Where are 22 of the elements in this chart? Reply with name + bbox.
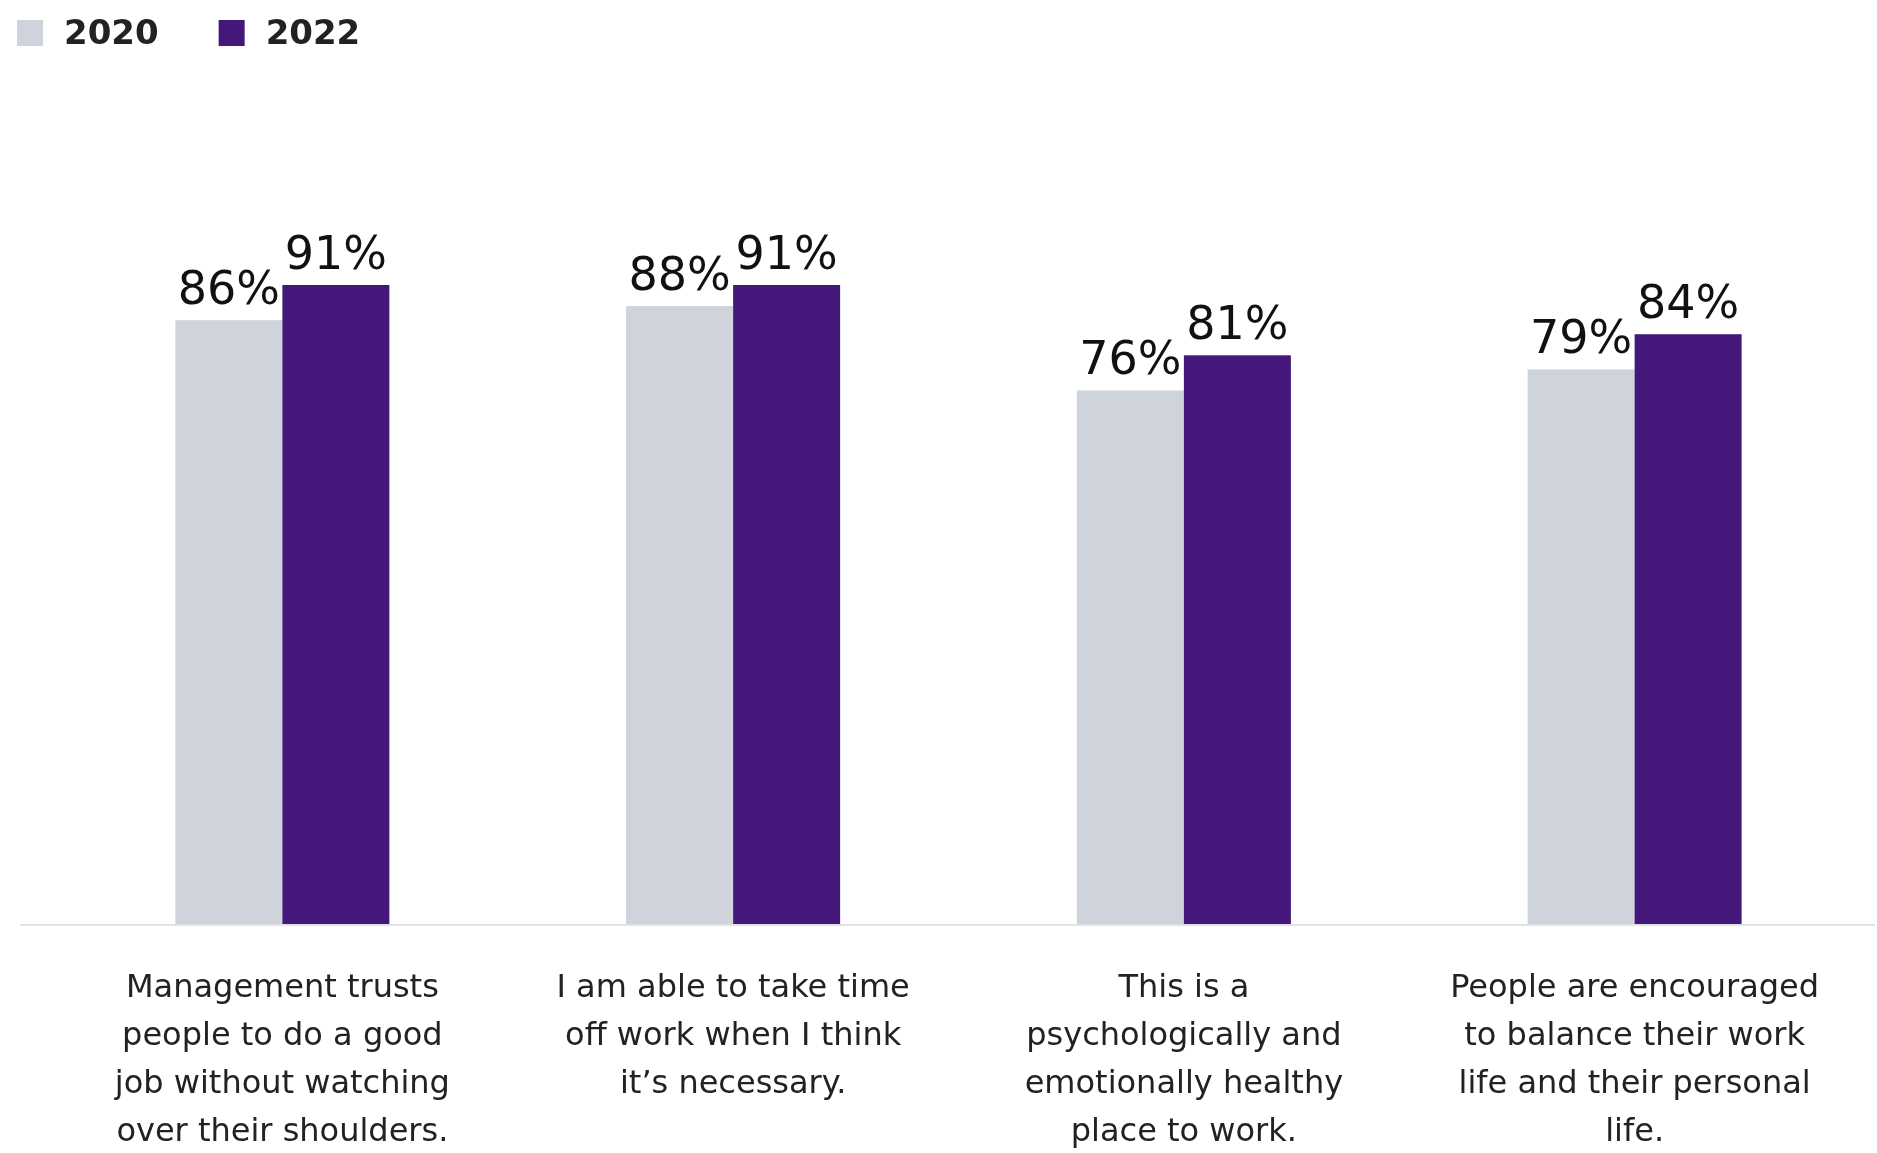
x-tick-label: People are encouraged to balance their work life and their personal life.: [1450, 967, 1820, 1149]
x-tick-label: I am able to take time off work when I think it’s necessary.: [556, 967, 910, 1101]
x-tick-label: This is a psychologically and emotionally healthy place to work.: [1024, 967, 1344, 1149]
bar: [1634, 334, 1742, 925]
legend-label: 2022: [265, 12, 361, 52]
bar: [282, 285, 390, 925]
bar: [626, 306, 734, 925]
data-label: 91%: [284, 226, 387, 280]
legend-label: 2020: [64, 12, 159, 52]
bar: [733, 285, 841, 925]
data-label: 84%: [1637, 275, 1740, 330]
bar: [175, 320, 283, 925]
data-label: 91%: [735, 226, 838, 280]
data-label: 81%: [1186, 296, 1289, 351]
data-label: 79%: [1530, 310, 1633, 365]
data-label: 86%: [177, 261, 280, 316]
bar: [1183, 355, 1291, 925]
data-label: 76%: [1079, 331, 1182, 386]
bar: [1076, 390, 1184, 925]
x-tick-label: Management trusts people to do a good job without watching over their shoulders.: [113, 967, 450, 1149]
bar: [1527, 369, 1635, 925]
data-label: 88%: [628, 247, 731, 302]
